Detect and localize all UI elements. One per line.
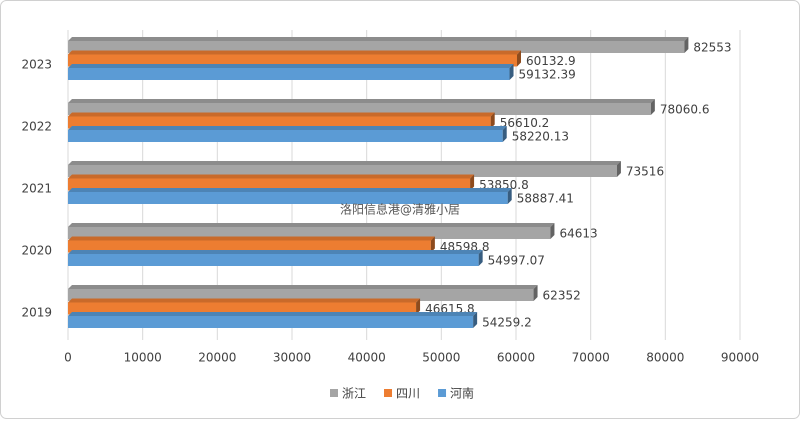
bar-side (473, 312, 478, 328)
x-tick-label: 70000 (572, 351, 610, 365)
y-tick-label: 2021 (21, 182, 52, 196)
bar-side (550, 223, 555, 239)
bar (68, 192, 508, 204)
bar-side (478, 250, 483, 266)
legend-swatch (438, 389, 447, 397)
bar-top (68, 236, 435, 241)
bar-side (470, 174, 475, 191)
bar-top (68, 312, 478, 316)
bar-side (616, 161, 621, 177)
value-label: 54997.07 (488, 254, 545, 268)
bar-top (68, 298, 421, 303)
watermark: 洛阳信息港@清雅小居 (340, 202, 460, 217)
bar (68, 130, 503, 142)
bar (68, 165, 617, 177)
bar-side (650, 99, 655, 115)
bar (68, 116, 491, 129)
bar-top (68, 99, 655, 103)
bar-top (68, 188, 512, 192)
legend-swatch (384, 389, 393, 397)
bar-side (490, 112, 495, 129)
legend-label: 四川 (396, 387, 420, 401)
bar-side (507, 188, 512, 204)
bar (68, 227, 551, 239)
bar-side (684, 37, 689, 53)
legend-label: 河南 (450, 386, 474, 401)
bar (68, 54, 517, 67)
bar (68, 103, 651, 115)
legend-label: 浙江 (342, 387, 366, 401)
bar-top (68, 112, 495, 117)
y-tick-label: 2022 (21, 120, 52, 134)
value-label: 62352 (543, 289, 581, 303)
bar-top (68, 37, 689, 41)
x-tick-label: 40000 (348, 351, 386, 365)
value-label: 54259.2 (482, 316, 532, 330)
x-tick-label: 0 (64, 351, 72, 365)
bar-side (502, 126, 507, 142)
bar-side (430, 236, 435, 253)
bar-top (68, 223, 555, 227)
bar (68, 178, 471, 191)
x-tick-label: 90000 (721, 351, 759, 365)
bar (68, 316, 474, 328)
bar (68, 289, 534, 301)
value-label: 58220.13 (512, 130, 569, 144)
bar (68, 240, 431, 253)
y-tick-label: 2020 (21, 244, 52, 258)
bar-side (509, 64, 514, 80)
y-tick-label: 2019 (21, 306, 52, 320)
bar-top (68, 285, 538, 289)
x-tick-label: 80000 (646, 351, 684, 365)
bar-top (68, 250, 483, 254)
bar (68, 254, 479, 266)
bar-side (533, 285, 538, 301)
x-tick-label: 30000 (273, 351, 311, 365)
value-label: 78060.6 (660, 103, 710, 117)
bar-top (68, 126, 507, 130)
x-tick-label: 10000 (124, 351, 162, 365)
x-tick-label: 50000 (422, 351, 460, 365)
value-label: 60132.9 (526, 54, 576, 68)
bar-top (68, 50, 521, 55)
bar (68, 302, 417, 315)
y-tick-label: 2023 (21, 58, 52, 72)
value-label: 82553 (693, 41, 731, 55)
value-label: 64613 (559, 227, 597, 241)
x-tick-label: 60000 (497, 351, 535, 365)
bar-side (516, 50, 521, 67)
value-label: 73516 (626, 165, 664, 179)
bar-top (68, 64, 514, 68)
bar-top (68, 174, 475, 179)
bar-side (416, 298, 421, 315)
bar (68, 41, 685, 53)
bar (68, 68, 510, 80)
x-tick-label: 20000 (198, 351, 236, 365)
value-label: 58887.41 (517, 192, 574, 206)
value-label: 56610.2 (500, 116, 550, 130)
bar-top (68, 161, 621, 165)
value-label: 59132.39 (519, 68, 576, 82)
legend-swatch (330, 389, 338, 397)
